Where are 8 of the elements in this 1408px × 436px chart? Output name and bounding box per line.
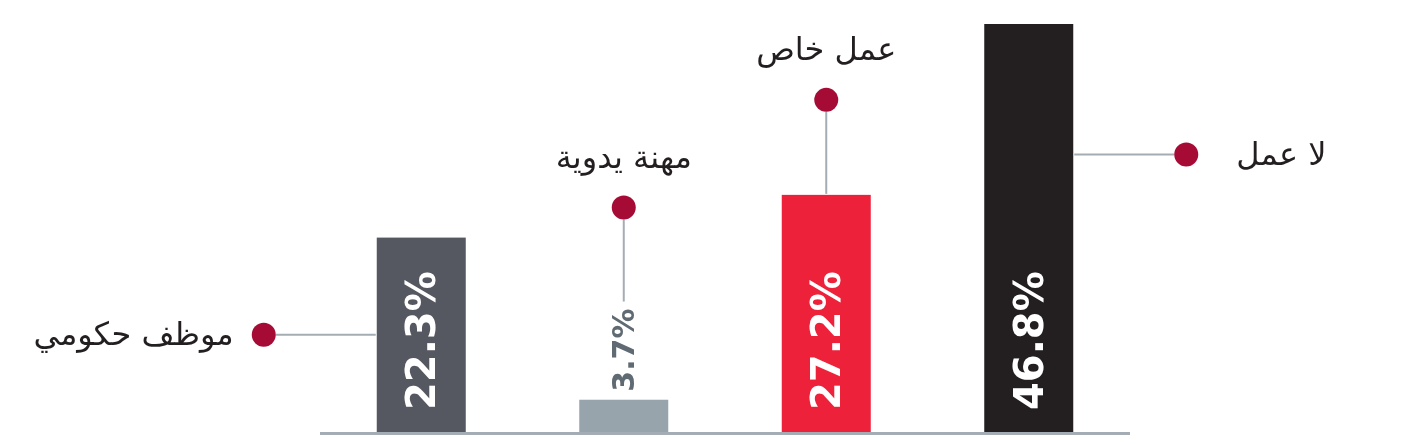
annotation: مهنة يدوية — [555, 137, 692, 176]
data-label: 46.8% — [1005, 271, 1052, 410]
data-label: 3.7% — [606, 308, 642, 392]
data-label: 27.2% — [803, 271, 850, 410]
data-label: 22.3% — [398, 271, 445, 410]
annotation: عمل خاص — [756, 29, 897, 68]
text: لا عمل — [1236, 134, 1327, 173]
text: موظف حكومي — [33, 314, 234, 353]
